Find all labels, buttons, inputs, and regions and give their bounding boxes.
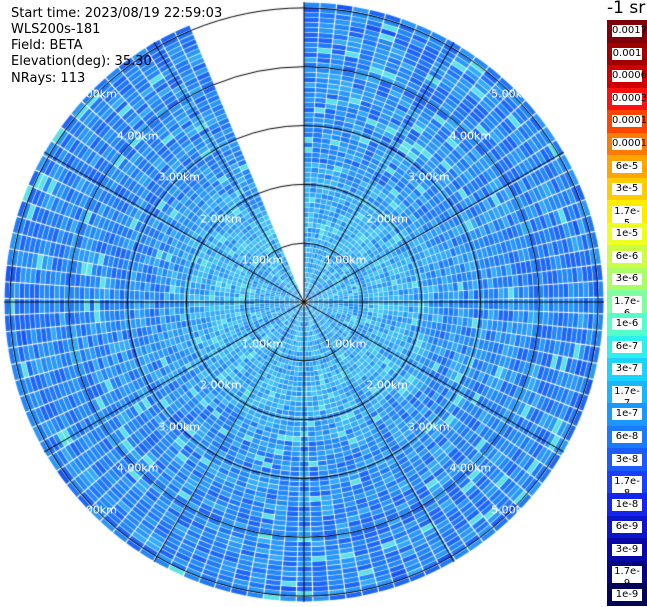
colorbar-tick-label: 3e-7	[612, 363, 642, 376]
colorbar-tick-label: 6e-5	[612, 160, 642, 173]
range-ring-label: 3.00km	[407, 170, 450, 184]
colorbar-tick-label: 6e-9	[612, 521, 642, 534]
range-ring-label: 3.00km	[158, 170, 201, 184]
range-ring-label: 2.00km	[366, 212, 408, 226]
range-ring-label: 4.00km	[449, 461, 492, 475]
colorbar-tick-label: 6e-8	[612, 430, 642, 443]
range-ring-label: 2.00km	[200, 212, 242, 226]
range-ring-label: 5.00km	[75, 87, 117, 101]
range-ring-label: 5.00km	[491, 87, 533, 101]
range-ring-label: 5.00km	[491, 503, 533, 517]
elevation-text: Elevation(deg): 35.30	[11, 54, 152, 69]
range-ring-label: 1.00km	[324, 253, 367, 267]
range-ring-label: 1.00km	[241, 337, 284, 351]
start-time-text: Start time: 2023/08/19 22:59:03	[11, 6, 223, 21]
colorbar-tick-label: 6e-6	[612, 250, 642, 263]
range-ring-label: 1.00km	[241, 253, 284, 267]
range-ring-label: 3.00km	[158, 420, 201, 434]
nrays-text: NRays: 113	[11, 71, 86, 86]
colorbar-tick-label: 0.001	[612, 47, 642, 60]
range-ring-label: 4.00km	[116, 129, 159, 143]
colorbar-tick-label: 1e-9	[612, 588, 642, 601]
colorbar-tick-label: 3e-6	[612, 273, 642, 286]
colorbar-tick-label: 6e-7	[612, 340, 642, 353]
colorbar-tick-label: 1e-5	[612, 228, 642, 241]
range-ring-label: 4.00km	[116, 461, 159, 475]
instrument-text: WLS200s-181	[11, 22, 101, 37]
range-ring-label: 2.00km	[200, 378, 242, 392]
colorbar-tick-label: 0.0017	[612, 25, 647, 38]
colorbar-title: -1 sr	[607, 0, 646, 18]
range-ring-label: 1.00km	[324, 337, 367, 351]
range-ring-label: 3.00km	[407, 420, 450, 434]
colorbar-tick-label: 1e-7	[612, 408, 642, 421]
colorbar-tick-label: 0.0006	[612, 70, 647, 83]
colorbar-tick-label: 3e-5	[612, 183, 642, 196]
colorbar-tick-label: 1e-8	[612, 498, 642, 511]
colorbar-tick-label: 0.0001	[612, 137, 647, 150]
field-text: Field: BETA	[11, 38, 83, 53]
colorbar-tick-label: 0.0003	[612, 92, 647, 105]
colorbar-tick-label: 1e-6	[612, 318, 642, 331]
range-ring-label: 5.00km	[75, 503, 117, 517]
range-ring-label: 4.00km	[449, 129, 492, 143]
colorbar-tick-label: 3e-8	[612, 453, 642, 466]
colorbar-tick-label: 3e-9	[612, 543, 642, 556]
colorbar-tick-label: 0.00017	[612, 115, 647, 128]
range-ring-label: 2.00km	[366, 378, 408, 392]
